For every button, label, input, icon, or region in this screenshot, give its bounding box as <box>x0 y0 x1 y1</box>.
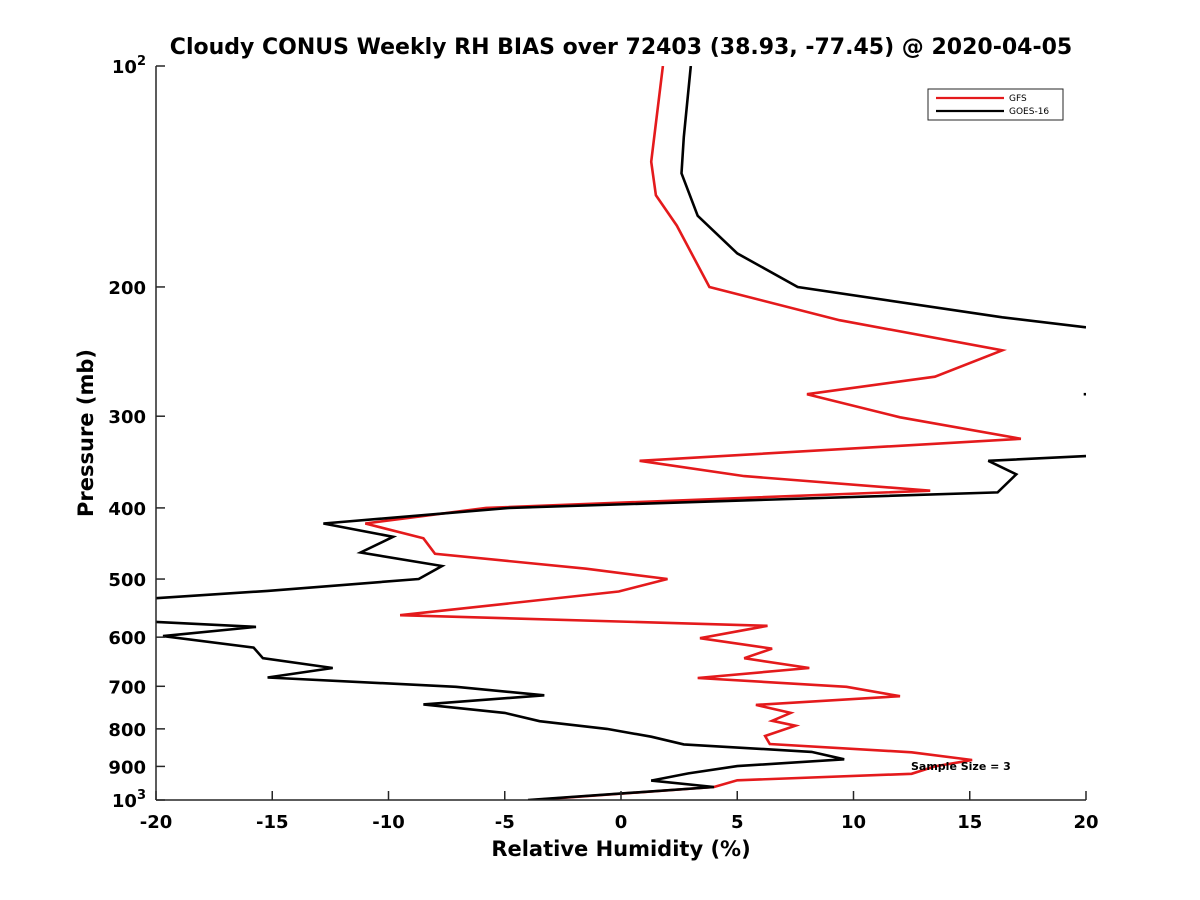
x-tick-label: 0 <box>615 812 628 833</box>
y-tick-label: 900 <box>108 757 146 778</box>
y-tick-label: 800 <box>108 720 146 741</box>
y-tick-label: 300 <box>108 407 146 428</box>
chart-title: Cloudy CONUS Weekly RH BIAS over 72403 (… <box>170 35 1072 60</box>
x-axis-label: Relative Humidity (%) <box>491 837 750 861</box>
sample-size-annotation: Sample Size = 3 <box>911 760 1011 773</box>
legend-label-goes16: GOES-16 <box>1009 107 1049 117</box>
x-tick-label: -5 <box>495 812 515 833</box>
x-tick-label: 10 <box>841 812 866 833</box>
legend-box <box>927 88 1064 121</box>
series-line-gfs <box>364 66 1022 800</box>
legend: GFS GOES-16 <box>927 88 1064 121</box>
axes-layer <box>155 66 1086 801</box>
y-tick-label: 600 <box>108 628 146 649</box>
legend-label-gfs: GFS <box>1009 94 1027 104</box>
x-tick-label: 15 <box>957 812 982 833</box>
y-tick-label: 400 <box>108 499 146 520</box>
x-tick-label: 20 <box>1073 812 1098 833</box>
x-tick-label: -10 <box>372 812 405 833</box>
series-line-goes16-0 <box>680 66 1086 329</box>
y-tick-label: 200 <box>108 278 146 299</box>
series-line-goes16-3 <box>156 620 845 800</box>
x-tick-label: -20 <box>140 812 173 833</box>
x-tick-label: 5 <box>731 812 744 833</box>
y-tick-label: 700 <box>108 677 146 698</box>
series-layer <box>156 66 1086 800</box>
y-ticks: 102 200 300 400 500 600 700 800 900 103 <box>108 54 165 812</box>
y-axis-label: Pressure (mb) <box>74 349 98 517</box>
series-line-goes16-2 <box>156 454 1086 600</box>
y-tick-label: 103 <box>112 788 146 812</box>
x-ticks: -20 -15 -10 -5 0 5 10 15 20 <box>140 791 1099 833</box>
y-tick-label: 500 <box>108 570 146 591</box>
y-tick-label: 102 <box>112 54 146 78</box>
x-tick-label: -15 <box>256 812 289 833</box>
